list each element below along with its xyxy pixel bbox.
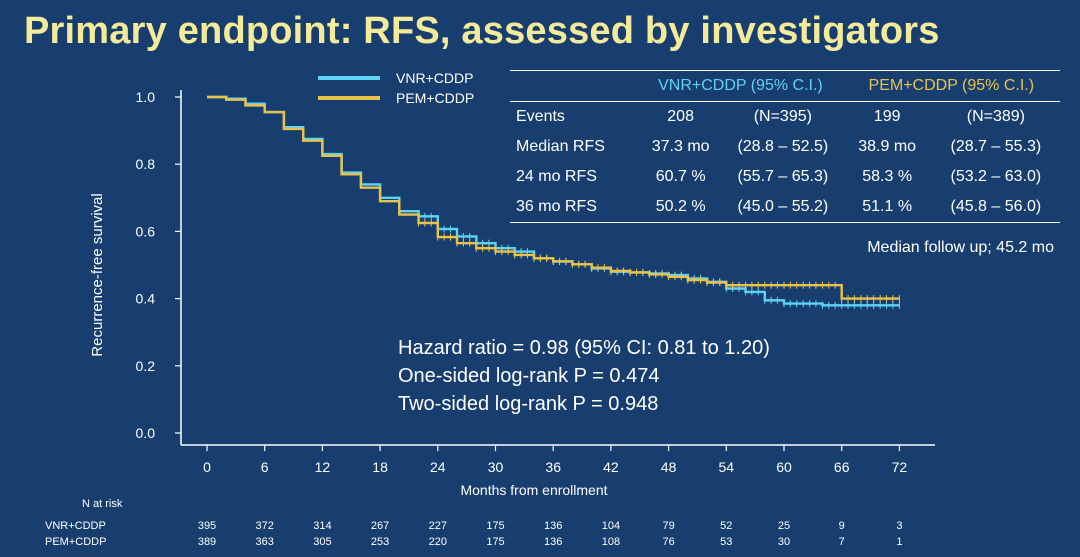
y-tick-label: 0.8 xyxy=(136,156,156,172)
x-tick-label: 24 xyxy=(430,459,446,475)
x-tick-label: 72 xyxy=(892,459,908,475)
slide-title: Primary endpoint: RFS, assessed by inves… xyxy=(24,10,940,52)
censor-marks-vnr xyxy=(418,212,900,309)
x-tick-label: 36 xyxy=(545,459,561,475)
survival-curves xyxy=(207,95,900,309)
x-tick-label: 18 xyxy=(372,459,388,475)
pem-value: 51.1 % xyxy=(842,192,932,223)
pem-ci: (N=389) xyxy=(966,108,1025,125)
pem-value: 58.3 % xyxy=(862,168,913,185)
y-tick-label: 0.4 xyxy=(136,291,156,307)
pem-ci: (28.7 – 55.3) xyxy=(950,138,1042,155)
row-label: 24 mo RFS xyxy=(516,168,597,185)
vnr-ci: (28.8 – 52.5) xyxy=(737,138,829,155)
legend-swatch-pem xyxy=(318,96,380,100)
x-tick-label: 42 xyxy=(603,459,619,475)
chart-axes xyxy=(180,90,935,446)
y-tick-label: 0.2 xyxy=(136,358,156,374)
results-table: VNR+CDDP (95% C.I.) PEM+CDDP (95% C.I.) … xyxy=(510,70,1060,223)
legend-item-vnr: VNR+CDDP xyxy=(318,68,474,88)
table-header-pem: PEM+CDDP (95% C.I.) xyxy=(842,70,1060,102)
axis-ticks: 0.0 0.2 0.4 0.6 0.8 1.0 0 6 12 18 24 30 36 42 48 54 60 66… xyxy=(136,89,908,475)
x-tick-label: 66 xyxy=(834,459,850,475)
table-row: Events 208 (N=395) 199 (N=389) xyxy=(510,102,1060,133)
y-axis-label: Recurrence-free survival xyxy=(89,193,106,356)
legend-label-pem: PEM+CDDP xyxy=(396,90,475,106)
two-sided-p-text: Two-sided log-rank P = 0.948 xyxy=(398,393,659,415)
censor-marks-pem xyxy=(418,219,900,303)
legend-item-pem: PEM+CDDP xyxy=(318,88,474,108)
x-tick-label: 60 xyxy=(776,459,792,475)
chart-legend: VNR+CDDP PEM+CDDP xyxy=(318,68,474,108)
table-row: 36 mo RFS 50.2 % (45.0 – 55.2) 51.1 % (4… xyxy=(510,192,1060,223)
vnr-ci: (N=395) xyxy=(753,108,812,125)
stats-block: Hazard ratio = 0.98 (95% CI: 0.81 to 1.2… xyxy=(398,334,770,418)
pem-value: 199 xyxy=(873,108,901,125)
table-header-blank xyxy=(510,70,639,102)
x-tick-label: 12 xyxy=(315,459,331,475)
x-axis-label: Months from enrollment xyxy=(460,482,607,498)
vnr-ci: (55.7 – 65.3) xyxy=(737,168,829,185)
row-label: Events xyxy=(516,108,565,125)
legend-label-vnr: VNR+CDDP xyxy=(396,70,474,86)
vnr-value: 37.3 mo xyxy=(651,138,710,155)
x-tick-label: 48 xyxy=(661,459,677,475)
x-tick-label: 30 xyxy=(488,459,504,475)
x-tick-label: 0 xyxy=(203,459,211,475)
pem-value: 38.9 mo xyxy=(858,138,917,155)
legend-swatch-vnr xyxy=(318,76,380,80)
y-tick-label: 0.6 xyxy=(136,223,156,239)
one-sided-p-text: One-sided log-rank P = 0.474 xyxy=(398,365,660,387)
x-tick-label: 54 xyxy=(719,459,735,475)
pem-ci: (45.8 – 56.0) xyxy=(931,192,1060,223)
row-label: Median RFS xyxy=(516,138,605,155)
x-tick-label: 6 xyxy=(261,459,269,475)
followup-note: Median follow up; 45.2 mo xyxy=(867,239,1054,256)
table-header-vnr: VNR+CDDP (95% C.I.) xyxy=(638,70,843,102)
vnr-value: 60.7 % xyxy=(655,168,706,185)
y-tick-label: 1.0 xyxy=(136,89,156,105)
vnr-ci: (45.0 – 55.2) xyxy=(723,192,843,223)
vnr-value: 50.2 % xyxy=(638,192,724,223)
table-header-row: VNR+CDDP (95% C.I.) PEM+CDDP (95% C.I.) xyxy=(510,70,1060,102)
vnr-value: 208 xyxy=(667,108,694,125)
pem-ci: (53.2 – 63.0) xyxy=(950,168,1042,185)
y-tick-label: 0.0 xyxy=(136,425,156,441)
table-row: 24 mo RFS 60.7 % (55.7 – 65.3) 58.3 % (5… xyxy=(510,162,1060,192)
row-label: 36 mo RFS xyxy=(510,192,639,223)
table-row: Median RFS 37.3 mo (28.8 – 52.5) 38.9 mo… xyxy=(510,132,1060,162)
hazard-ratio-text: Hazard ratio = 0.98 (95% CI: 0.81 to 1.2… xyxy=(398,337,770,359)
